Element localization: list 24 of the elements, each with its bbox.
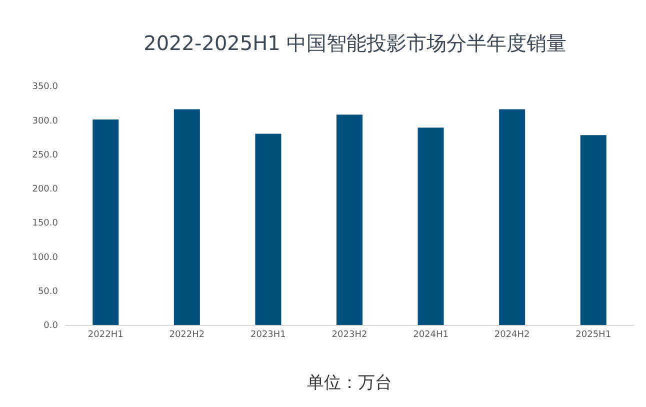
- x-tick-label: 2025H1: [576, 330, 612, 340]
- y-tick-label: 150.0: [32, 218, 58, 229]
- bar: [418, 128, 444, 325]
- y-tick-label: 50.0: [38, 287, 58, 298]
- bar: [174, 109, 200, 325]
- x-tick-label: 2022H2: [169, 330, 205, 340]
- x-tick-label: 2022H1: [88, 330, 124, 340]
- bar: [580, 135, 606, 325]
- x-tick-label: 2024H2: [494, 330, 530, 340]
- y-tick-label: 350.0: [32, 82, 58, 92]
- y-tick-label: 300.0: [32, 116, 58, 126]
- y-tick-label: 200.0: [32, 184, 58, 195]
- bar: [336, 114, 363, 325]
- y-tick-label: 250.0: [32, 150, 58, 160]
- bar: [92, 119, 119, 325]
- y-tick-label: 100.0: [32, 252, 58, 263]
- x-tick-label: 2023H1: [250, 330, 286, 340]
- chart-title: 2022-2025H1 中国智能投影市场分半年度销量: [144, 31, 567, 55]
- x-tick-label: 2023H2: [332, 330, 368, 340]
- x-tick-label: 2024H1: [413, 330, 448, 340]
- bar: [499, 109, 526, 325]
- bar: [255, 134, 282, 325]
- y-tick-label: 0.0: [44, 321, 58, 332]
- text: 单位：万台: [307, 373, 392, 393]
